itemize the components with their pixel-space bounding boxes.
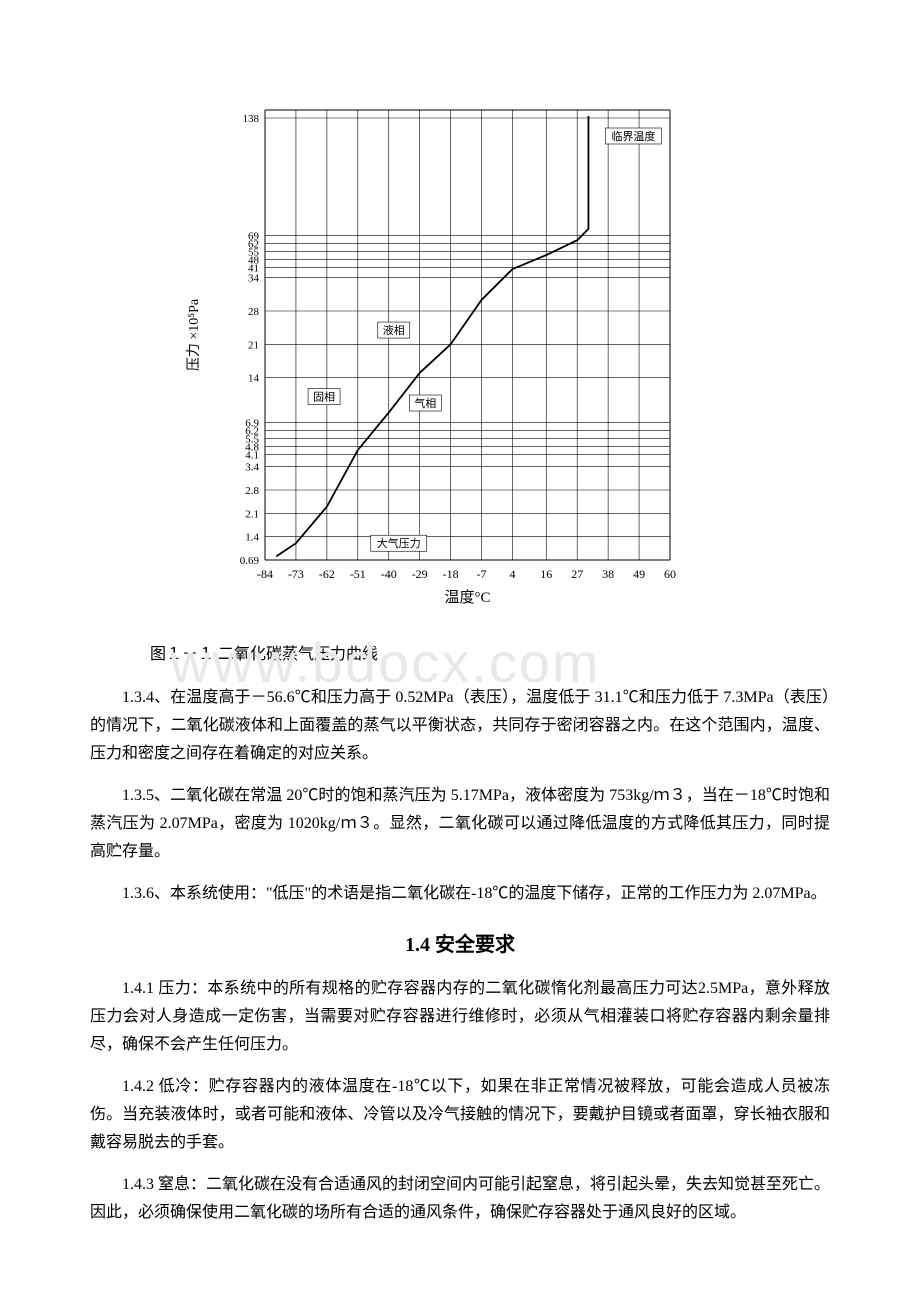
svg-text:-40: -40 [381, 567, 397, 581]
svg-text:温度°C: 温度°C [444, 589, 490, 606]
svg-text:69: 69 [248, 231, 260, 243]
svg-text:-18: -18 [443, 567, 459, 581]
svg-text:49: 49 [633, 567, 645, 581]
svg-text:2.1: 2.1 [245, 508, 259, 520]
svg-text:液相: 液相 [383, 323, 405, 337]
svg-text:1.4: 1.4 [245, 532, 259, 544]
svg-text:3.4: 3.4 [245, 462, 259, 474]
svg-text:临界温度: 临界温度 [611, 129, 655, 143]
paragraph-1-4-1: 1.4.1 压力：本系统中的所有规格的贮存容器内存的二氧化碳惰化剂最高压力可达2… [90, 975, 830, 1059]
svg-text:138: 138 [243, 113, 260, 125]
svg-text:-84: -84 [257, 567, 273, 581]
paragraph-1-4-2: 1.4.2 低冷：贮存容器内的液体温度在-18℃以下，如果在非正常情况被释放，可… [90, 1073, 830, 1157]
svg-text:2.8: 2.8 [245, 485, 259, 497]
svg-text:-29: -29 [412, 567, 428, 581]
svg-text:气相: 气相 [414, 396, 436, 410]
paragraph-1-4-3: 1.4.3 窒息：二氧化碳在没有合适通风的封闭空间内可能引起窒息，将引起头晕，失… [90, 1171, 830, 1227]
chart-svg: -84 -73 -62 -51 -40 -29 -18 -7 4 16 27 38 49 60 0.69 1.… [170, 100, 690, 620]
section-heading-1-4: 1.4 安全要求 [90, 928, 830, 957]
svg-text:27: 27 [571, 567, 583, 581]
svg-text:60: 60 [664, 567, 676, 581]
co2-vapor-pressure-chart: -84 -73 -62 -51 -40 -29 -18 -7 4 16 27 38 49 60 0.69 1.… [170, 100, 690, 620]
svg-text:4: 4 [510, 567, 516, 581]
svg-text:大气压力: 大气压力 [377, 536, 421, 550]
svg-text:0.69: 0.69 [240, 555, 260, 567]
svg-text:16: 16 [540, 567, 552, 581]
svg-text:-51: -51 [350, 567, 366, 581]
svg-text:6.9: 6.9 [245, 418, 259, 430]
svg-text:38: 38 [602, 567, 614, 581]
svg-text:14: 14 [248, 373, 260, 385]
svg-text:固相: 固相 [313, 391, 335, 404]
paragraph-1-3-4: 1.3.4、在温度高于－56.6℃和压力高于 0.52MPa（表压），温度低于 … [90, 684, 830, 768]
svg-text:-7: -7 [477, 567, 487, 581]
svg-text:-73: -73 [288, 567, 304, 581]
svg-text:21: 21 [248, 339, 259, 351]
svg-text:-62: -62 [319, 567, 335, 581]
paragraph-1-3-5: 1.3.5、二氧化碳在常温 20℃时的饱和蒸汽压为 5.17MPa，液体密度为 … [90, 782, 830, 866]
svg-text:28: 28 [248, 306, 260, 318]
figure-caption: 图１－１ 二氧化碳蒸气压力曲线 [150, 640, 830, 664]
svg-text:压力 ×10⁵Pa: 压力 ×10⁵Pa [186, 298, 202, 371]
paragraph-1-3-6: 1.3.6、本系统使用："低压"的术语是指二氧化碳在-18℃的温度下储存，正常的… [90, 880, 830, 908]
